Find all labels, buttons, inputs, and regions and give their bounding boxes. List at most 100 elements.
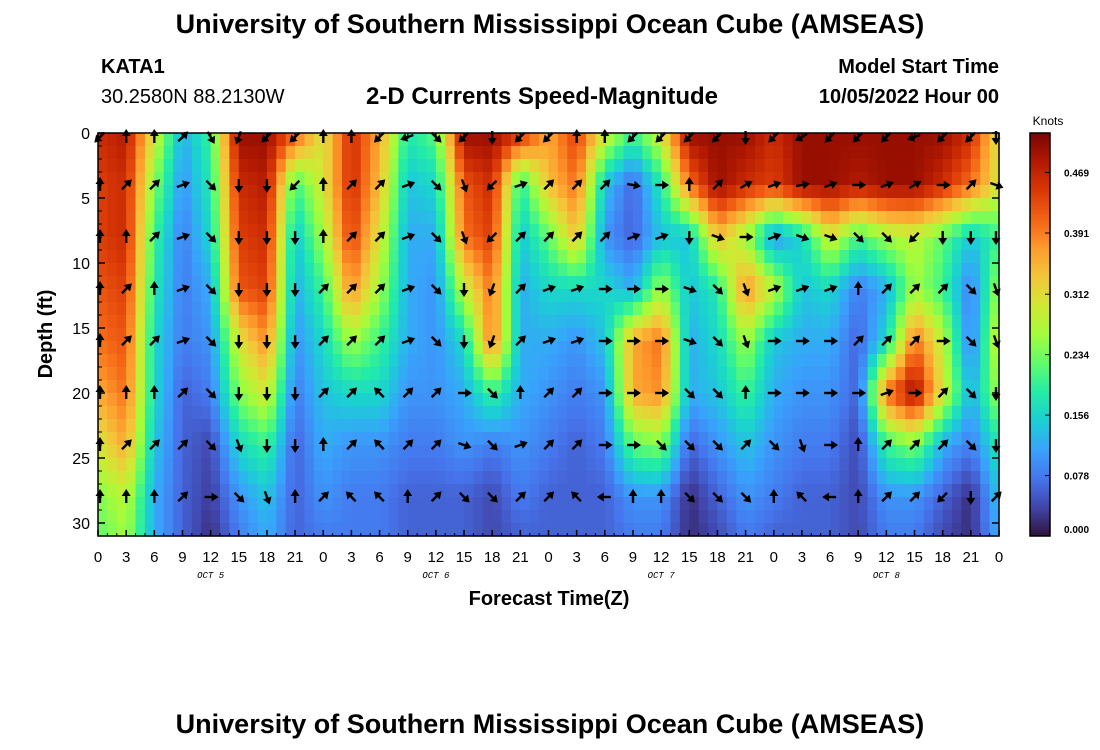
heatmap-cell [257, 237, 268, 251]
heatmap-cell [848, 523, 859, 537]
heatmap-cell [586, 471, 597, 485]
heatmap-cell [839, 471, 850, 485]
heatmap-cell [679, 263, 690, 277]
heatmap-cell [229, 380, 240, 394]
arrow-head [348, 439, 358, 448]
heatmap-cell [679, 354, 690, 368]
heatmap-cell [191, 172, 202, 186]
heatmap-cell [726, 198, 737, 212]
heatmap-cell [548, 159, 559, 173]
heatmap-cell [238, 367, 249, 381]
arrow-head [968, 286, 977, 295]
heatmap-cell [520, 497, 531, 511]
heatmap-cell [595, 471, 606, 485]
heatmap-cell [435, 458, 446, 472]
heatmap-cell [773, 471, 784, 485]
heatmap-cell [464, 224, 475, 238]
heatmap-cell [820, 354, 831, 368]
heatmap-cell [220, 406, 230, 420]
heatmap-cell [304, 341, 315, 355]
heatmap-cell [557, 315, 568, 329]
heatmap-cell [792, 510, 803, 524]
heatmap-cell [689, 510, 700, 524]
heatmap-cell [614, 146, 625, 160]
current-arrow [627, 336, 641, 346]
heatmap-cell [820, 276, 831, 290]
heatmap-cell [830, 471, 841, 485]
heatmap-cell [614, 263, 625, 277]
heatmap-cell [332, 445, 343, 459]
heatmap-cell [933, 328, 944, 342]
heatmap-cell [248, 380, 259, 394]
heatmap-cell [360, 484, 371, 498]
arrow-head [885, 388, 894, 397]
heatmap-cell [876, 159, 887, 173]
heatmap-cell [510, 406, 521, 420]
arrow-head [940, 387, 949, 396]
current-arrow [906, 133, 921, 142]
heatmap-cell [154, 185, 165, 199]
heatmap-cell [923, 146, 934, 160]
heatmap-cell [529, 367, 540, 381]
heatmap-cell [426, 458, 437, 472]
heatmap-cell [351, 419, 362, 433]
heatmap-cell [848, 432, 859, 446]
heatmap-cell [182, 263, 193, 277]
heatmap-cell [445, 523, 456, 537]
heatmap-cell [905, 237, 916, 251]
heatmap-cell [398, 315, 409, 329]
heatmap-cell [670, 185, 681, 199]
current-arrow [767, 284, 782, 293]
heatmap-cell [182, 419, 193, 433]
heatmap-cell [304, 484, 315, 498]
heatmap-cell [980, 185, 991, 199]
heatmap-cell [342, 341, 353, 355]
current-arrow [403, 489, 413, 503]
heatmap-cell [895, 146, 906, 160]
heatmap-cell [163, 172, 174, 186]
heatmap-cell [576, 419, 587, 433]
current-arrow [741, 334, 751, 349]
heatmap-cell [567, 276, 578, 290]
heatmap-cell [191, 484, 202, 498]
heatmap-cell [708, 432, 719, 446]
arrow-head [208, 286, 217, 295]
heatmap-cell [905, 224, 916, 238]
heatmap-cell [360, 224, 371, 238]
heatmap-cell [163, 133, 174, 147]
heatmap-cell [811, 263, 822, 277]
heatmap-cell [163, 393, 174, 407]
heatmap-cell [257, 497, 268, 511]
heatmap-cell [586, 276, 597, 290]
heatmap-cell [811, 471, 822, 485]
heatmap-cell [285, 250, 296, 264]
current-arrow [176, 180, 191, 189]
current-arrow [798, 438, 807, 453]
heatmap-cell [942, 185, 953, 199]
heatmap-cell [144, 250, 155, 264]
arrow-head [802, 180, 810, 190]
heatmap-cell [154, 133, 165, 147]
heatmap-cell [623, 198, 634, 212]
heatmap-cell [238, 237, 249, 251]
x-tick-label: 6 [601, 549, 609, 566]
heatmap-cell [351, 471, 362, 485]
heatmap-cell [801, 471, 812, 485]
heatmap-cell [586, 185, 597, 199]
heatmap-cell [839, 328, 850, 342]
heatmap-cell [539, 380, 550, 394]
heatmap-cell [473, 393, 484, 407]
heatmap-cell [454, 211, 465, 225]
heatmap-cell [351, 432, 362, 446]
heatmap-cell [304, 237, 315, 251]
heatmap-cell [914, 445, 925, 459]
arrow-head [348, 335, 358, 344]
heatmap-cell [520, 250, 531, 264]
heatmap-cell [191, 276, 202, 290]
heatmap-cell [248, 276, 259, 290]
heatmap-cell [830, 393, 841, 407]
heatmap-cell [173, 263, 184, 277]
heatmap-cell [783, 276, 794, 290]
heatmap-cell [839, 198, 850, 212]
heatmap-cell [670, 445, 681, 459]
